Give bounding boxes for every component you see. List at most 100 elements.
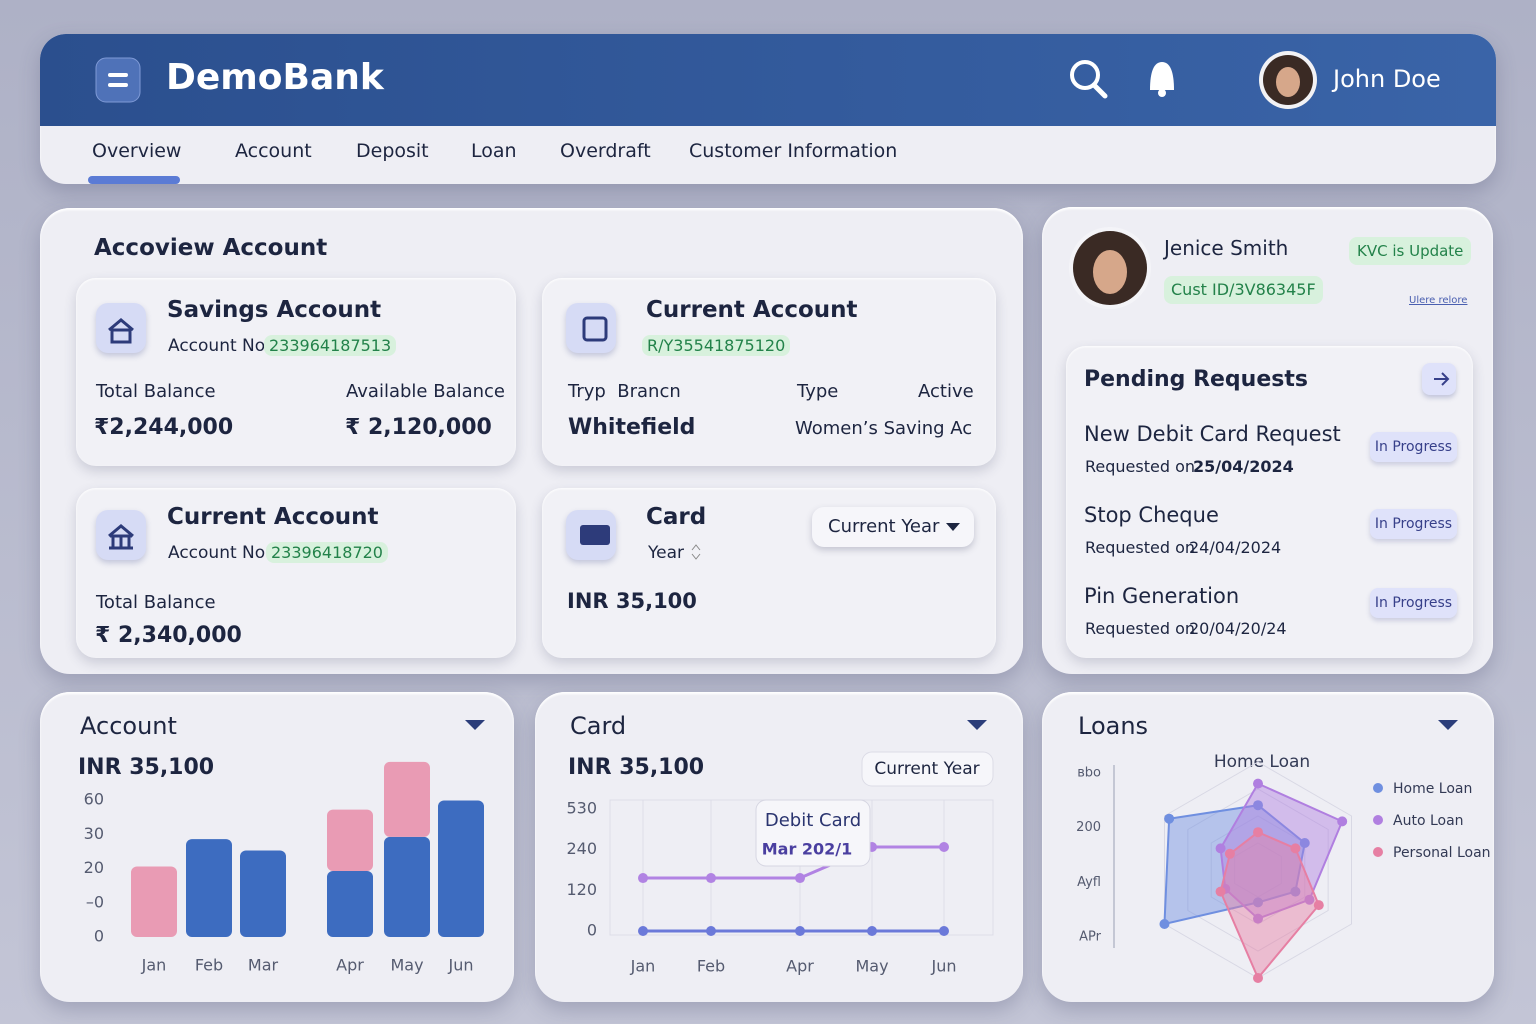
field-label: Total Balance xyxy=(96,592,216,613)
chart-subtitle: Home Loan xyxy=(1214,752,1310,772)
user-name[interactable]: John Doe xyxy=(1333,65,1441,93)
radar-point xyxy=(1215,843,1226,854)
x-tick-label: Jan xyxy=(630,957,656,976)
kyc-badge: KVC is Update xyxy=(1349,237,1472,265)
radar-point xyxy=(1159,919,1170,929)
x-tick-label: May xyxy=(855,957,888,976)
radar-point xyxy=(1313,900,1324,911)
profile-link[interactable]: Ulere relore xyxy=(1409,295,1468,306)
radar-grid xyxy=(1234,842,1282,898)
radar-point xyxy=(1253,973,1263,983)
request-date: 20/04/20/24 xyxy=(1189,619,1287,638)
y-tick-label: 60 xyxy=(84,790,104,809)
chart-total: INR 35,100 xyxy=(78,755,214,780)
panel-title: Accoview Account xyxy=(94,235,328,261)
point xyxy=(795,926,805,936)
balance: ₹2,244,000 xyxy=(94,415,234,440)
radar-point xyxy=(1253,778,1263,789)
radar-point xyxy=(1253,913,1263,924)
nav-item[interactable]: Customer Information xyxy=(689,140,898,162)
point xyxy=(706,873,716,884)
radar-point xyxy=(1224,848,1235,859)
nav-item[interactable]: Deposit xyxy=(356,140,429,162)
radar-point xyxy=(1253,800,1263,811)
account-card[interactable] xyxy=(76,278,516,466)
nav-item[interactable]: Overdraft xyxy=(560,140,651,162)
point xyxy=(939,926,949,936)
profile-name: Jenice Smith xyxy=(1164,236,1289,260)
legend-dot xyxy=(1373,815,1383,825)
search-handle xyxy=(1091,82,1108,99)
y-tick-label: Ayfl xyxy=(1077,875,1101,890)
status-badge: In Progress xyxy=(1370,509,1457,539)
radar-point xyxy=(1337,816,1348,827)
bar xyxy=(327,809,373,872)
dropdown[interactable] xyxy=(812,507,974,547)
card-title: Current Account xyxy=(646,297,858,323)
account-card[interactable] xyxy=(76,488,516,658)
tooltip-label: Mar 202/1 xyxy=(762,840,853,859)
search-icon[interactable] xyxy=(1070,60,1100,90)
x-tick-label: Apr xyxy=(786,957,814,976)
x-tick-label: Feb xyxy=(195,956,223,975)
nav-item[interactable]: Overview xyxy=(92,140,182,162)
loans-chart-panel xyxy=(1042,692,1494,1002)
bar xyxy=(384,761,430,837)
account-number: 23396418720 xyxy=(266,542,388,563)
sort-glyph xyxy=(691,544,701,560)
radar-point xyxy=(1290,843,1301,854)
field-value: Whitefield xyxy=(568,415,696,440)
account-card[interactable] xyxy=(542,278,996,466)
x-tick-label: Mar xyxy=(248,956,279,975)
bar xyxy=(438,800,484,937)
header xyxy=(40,34,1496,184)
request-date: 24/04/2024 xyxy=(1189,538,1282,557)
bank-glyph xyxy=(582,316,608,342)
radar-point xyxy=(1299,838,1310,848)
badge xyxy=(861,751,994,787)
request-label: Requested on xyxy=(1085,538,1196,557)
radar-point xyxy=(1290,886,1301,897)
bank-glyph xyxy=(108,318,134,344)
bank-glyph xyxy=(108,524,134,550)
point xyxy=(706,926,716,936)
point xyxy=(867,926,877,936)
bar xyxy=(240,850,286,937)
status-badge: In Progress xyxy=(1370,432,1457,462)
card-amount: INR 35,100 xyxy=(567,589,697,613)
y-tick-label: 20 xyxy=(84,858,104,877)
dropdown-caret xyxy=(946,523,960,531)
profile-face xyxy=(1093,250,1127,294)
nav-item[interactable]: Account xyxy=(235,140,312,162)
y-tick-label: 530 xyxy=(566,799,597,818)
bell-icon[interactable] xyxy=(1150,62,1174,90)
radar-point xyxy=(1215,886,1226,897)
bar xyxy=(186,839,232,937)
y-tick-label: 0 xyxy=(94,927,104,946)
tooltip-title: Debit Card xyxy=(765,810,861,831)
chart-caret[interactable] xyxy=(1438,720,1458,730)
account-number: 233964187513 xyxy=(264,335,397,356)
x-tick-label: Jun xyxy=(448,956,474,975)
y-tick-label: 200 xyxy=(1076,820,1101,835)
y-tick-label: –0 xyxy=(86,892,104,911)
radar-point xyxy=(1304,894,1315,905)
nav-item[interactable]: Loan xyxy=(471,140,517,162)
x-tick-label: Jun xyxy=(931,957,957,976)
chart-title: Card xyxy=(570,712,626,740)
chart-caret[interactable] xyxy=(465,720,485,730)
account-chart-panel xyxy=(40,692,514,1002)
chart-total: INR 35,100 xyxy=(568,755,704,780)
legend-label: Personal Loan xyxy=(1393,845,1491,861)
chart-caret[interactable] xyxy=(967,720,987,730)
menu-button[interactable] xyxy=(95,57,141,103)
y-tick-label: 120 xyxy=(566,880,597,899)
field-label: Tryp Brancn xyxy=(568,381,681,402)
request-label: Requested on xyxy=(1085,619,1196,638)
card-title: Card xyxy=(646,504,707,530)
point xyxy=(939,841,949,852)
customer-id: Cust ID/3V86345F xyxy=(1164,276,1323,304)
legend-label: Home Loan xyxy=(1393,781,1472,797)
point xyxy=(638,926,648,936)
bank-icon xyxy=(566,303,616,353)
